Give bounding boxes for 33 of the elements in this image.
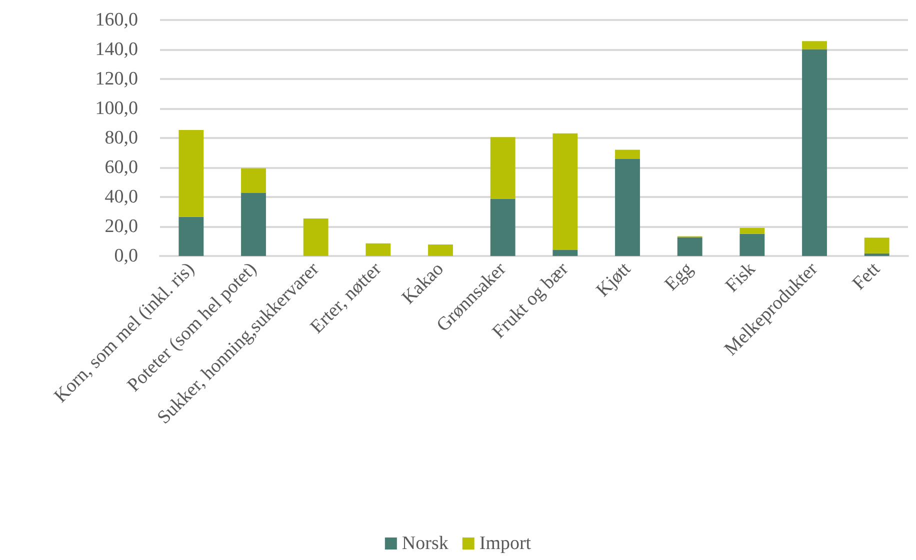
bar: [552, 250, 578, 256]
y-tick-label: 120,0: [95, 68, 138, 90]
bar: [802, 41, 827, 50]
y-tick-label: 100,0: [95, 98, 138, 119]
y-tick-label: 140,0: [95, 39, 138, 60]
bar: [303, 218, 328, 256]
y-tick-label: 0,0: [114, 246, 138, 266]
bar: [615, 150, 640, 159]
y-tick-label: 60,0: [104, 157, 138, 178]
bar: [428, 244, 453, 256]
bar: [490, 137, 516, 199]
y-tick-label: 80,0: [104, 128, 138, 148]
bar: [552, 133, 578, 250]
legend-label: Import: [479, 533, 532, 554]
y-tick-label: 40,0: [104, 186, 138, 208]
bar: [740, 234, 765, 256]
bar: [740, 228, 765, 234]
x-tick-label: Egg: [660, 258, 698, 296]
bar: [490, 198, 516, 256]
bar: [178, 130, 204, 217]
x-tick-label: Fett: [848, 258, 885, 294]
bar: [864, 253, 890, 256]
bar: [366, 243, 391, 256]
bar: [615, 158, 640, 256]
legend-label: Norsk: [402, 533, 449, 554]
y-tick-label: 160,0: [95, 10, 138, 30]
bar: [864, 238, 890, 254]
bar: [802, 49, 827, 256]
bar: [241, 193, 266, 256]
bar: [241, 168, 266, 194]
y-tick-label: 20,0: [104, 216, 138, 237]
bar: [677, 237, 702, 256]
bar: [178, 216, 204, 256]
